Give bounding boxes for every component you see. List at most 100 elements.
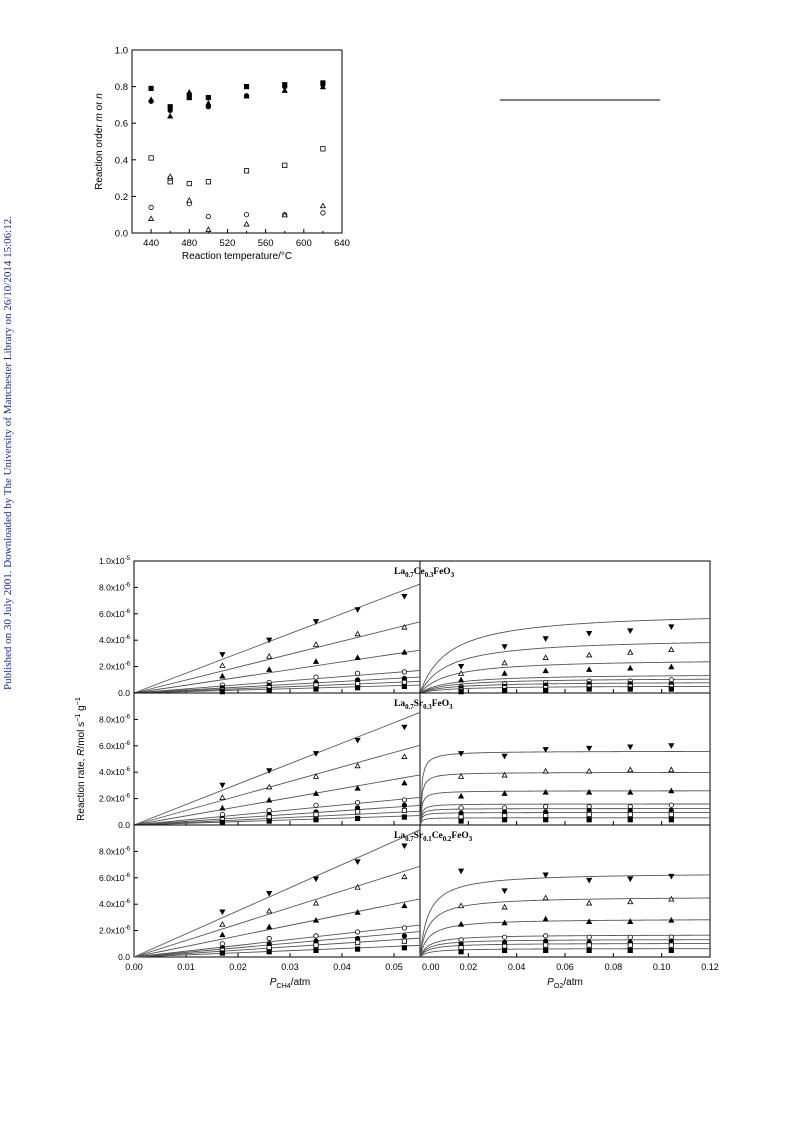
ch4-data-point [401,623,408,630]
ch4-data-point [266,818,272,824]
ch4-data-point [401,814,408,820]
ch4-data-point [219,689,225,695]
y-tick-label: 0.8 [115,82,128,93]
y-axis-label-part: −1 [73,714,82,722]
panel-label-part: Ce [414,567,425,577]
o2-data-point [501,659,508,666]
ch4-data-point [312,751,320,757]
ch4-data-point [354,607,361,613]
o2-fit-curve [419,678,711,694]
data-point [319,202,327,209]
x-axis-label-ch4: PCH4/atm [270,977,311,990]
o2-data-point [501,888,508,895]
ch4-data-point [219,931,226,938]
panel-label-part: La [394,567,405,577]
o2-data-point [627,628,634,634]
o2-data-point [668,947,674,954]
ch4-data-point [401,873,408,880]
panel-label-part: 0.1 [423,836,432,843]
y-tick-label-part: 4.0x10 [99,767,125,777]
data-point [167,112,174,119]
o2-data-point [543,817,549,823]
y-tick-label: 0.0 [118,820,130,830]
o2-data-point [501,947,508,954]
o2-data-point [586,788,593,795]
o2-data-point [668,663,675,670]
ch4-fit-line [133,670,421,694]
o2-data-point [457,868,465,875]
y-tick-label-part: 8.0x10 [99,582,125,592]
x-axis-label: Reaction temperature/°C [182,251,292,262]
y-tick-label: 8.0x10-6 [99,713,131,724]
o2-data-point [627,788,634,795]
series-circle-open [148,175,326,220]
ch4-data-point [312,790,320,796]
ch4-data-point [354,737,361,744]
panel-label-part: 0.2 [443,836,452,843]
data-point [186,89,193,95]
ch4-data-point [313,802,319,808]
ch4-fit-line [133,684,421,694]
ch4-data-point [266,637,273,644]
panel-label-part: Sr [414,699,424,709]
x-tick-label: 440 [143,238,159,249]
data-point [320,210,326,216]
o2-fit-curve [419,919,711,958]
x-tick-label: 560 [258,238,274,249]
o2-data-point [457,670,465,676]
ch4-fit-line [133,804,421,826]
o2-fit-curve [419,874,711,958]
o2-data-point [586,817,592,823]
o2-fit-curve [419,790,710,826]
o2-data-point [668,917,675,923]
x-axis-label-ch4-part: 4 [287,981,291,990]
o2-data-point [501,790,508,796]
o2-fit-curve [419,808,710,826]
data-point [147,215,155,221]
download-notice: Published on 30 July 2001. Downloaded by… [2,216,22,710]
series-circle-filled [148,82,326,113]
ch4-fit-line [133,815,421,826]
o2-fit-curve [419,675,711,694]
o2-data-point [586,745,593,752]
reaction-order-chart: 0.0 0.2 0.4 0.6 0.8 1.0 440 480 520 560 600 640 Reac… [94,46,350,263]
ch4-data-point [313,947,319,954]
x-tick-label: 520 [220,238,236,249]
o2-data-point [668,646,675,653]
o2-data-point [501,670,508,676]
y-axis-label: Reaction rate, R/mol s−1 g−1 [73,697,87,821]
o2-data-point [586,947,592,954]
data-point [148,155,154,161]
data-point [282,162,288,168]
o2-data-point [668,686,674,692]
o2-data-point [457,676,465,683]
y-axis-label-part: Reaction rate, [76,756,87,821]
ch4-data-point [401,843,408,850]
o2-data-point [668,802,674,808]
o2-fit-curve [419,772,710,826]
o2-data-point [457,751,465,757]
ch4-fit-line [133,937,421,958]
o2-fit-curve [419,934,710,958]
data-point [147,96,155,103]
y-tick-label-part: -6 [125,925,131,932]
ch4-data-point [219,909,226,916]
ch4-data-point [313,942,319,948]
o2-fit-curve [419,685,711,694]
y-axis-label-part: g [76,705,87,713]
x-tick-label-ch4: 0.02 [229,962,247,972]
ch4-data-point [401,724,408,731]
y-tick-label: 0.0 [115,229,128,240]
data-point [243,212,250,218]
o2-data-point [458,689,464,695]
o2-data-point [627,649,634,655]
series-triangle-filled [147,83,327,119]
o2-fit-curve [419,618,711,694]
ch4-data-point [219,652,226,658]
y-tick-label-part: -6 [125,793,131,800]
o2-data-point [627,811,633,818]
ch4-data-point [354,809,361,815]
x-tick-label: 480 [181,238,197,249]
x-axis-label-o2-part: 2 [559,981,563,990]
